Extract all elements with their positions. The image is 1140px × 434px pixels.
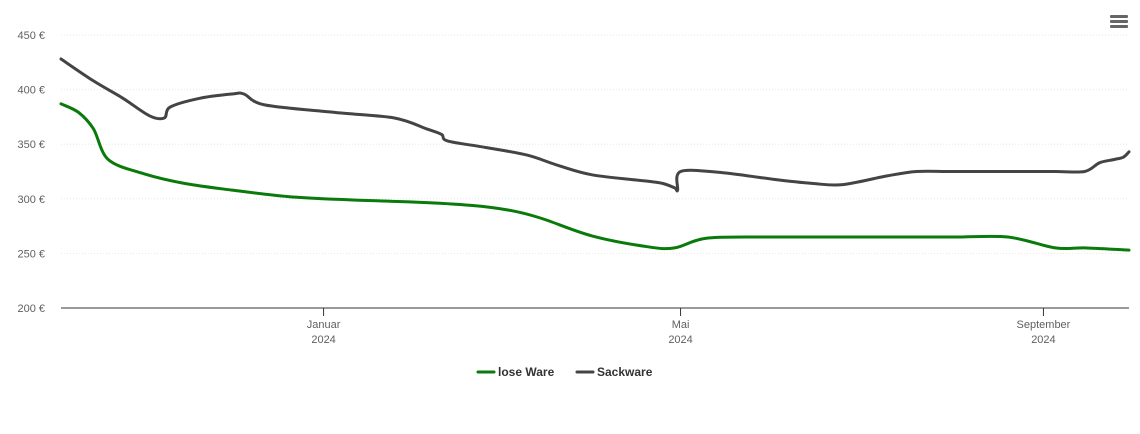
hamburger-menu-icon[interactable] xyxy=(1106,10,1132,34)
legend-item[interactable]: Sackware xyxy=(575,365,653,379)
y-tick-label: 450 € xyxy=(17,30,45,42)
legend-label: Sackware xyxy=(597,365,653,379)
grid-lines xyxy=(61,34,1129,254)
y-tick-label: 250 € xyxy=(17,248,45,260)
x-tick-label: Januar xyxy=(307,319,341,331)
legend: lose Ware Sackware xyxy=(476,365,653,379)
legend-label: lose Ware xyxy=(498,365,555,379)
legend-item[interactable]: lose Ware xyxy=(476,365,555,379)
y-tick-label: 200 € xyxy=(17,303,45,315)
x-tick-label: Mai xyxy=(672,319,690,331)
y-tick-label: 350 € xyxy=(17,139,45,151)
y-tick-label: 300 € xyxy=(17,194,45,206)
x-tick-year-label: 2024 xyxy=(1031,334,1055,346)
x-tick-year-label: 2024 xyxy=(668,334,692,346)
series-lines xyxy=(59,57,1131,252)
x-tick-year-label: 2024 xyxy=(311,334,335,346)
series-line-0 xyxy=(59,102,1131,252)
x-tick-label: September xyxy=(1017,319,1071,331)
series-line-1 xyxy=(59,57,1131,193)
y-axis: 450 € 400 € 350 € 300 € 250 € 200 € xyxy=(17,30,45,315)
x-axis: Januar 2024 Mai 2024 September 2024 xyxy=(61,307,1129,346)
y-tick-label: 400 € xyxy=(17,85,45,97)
